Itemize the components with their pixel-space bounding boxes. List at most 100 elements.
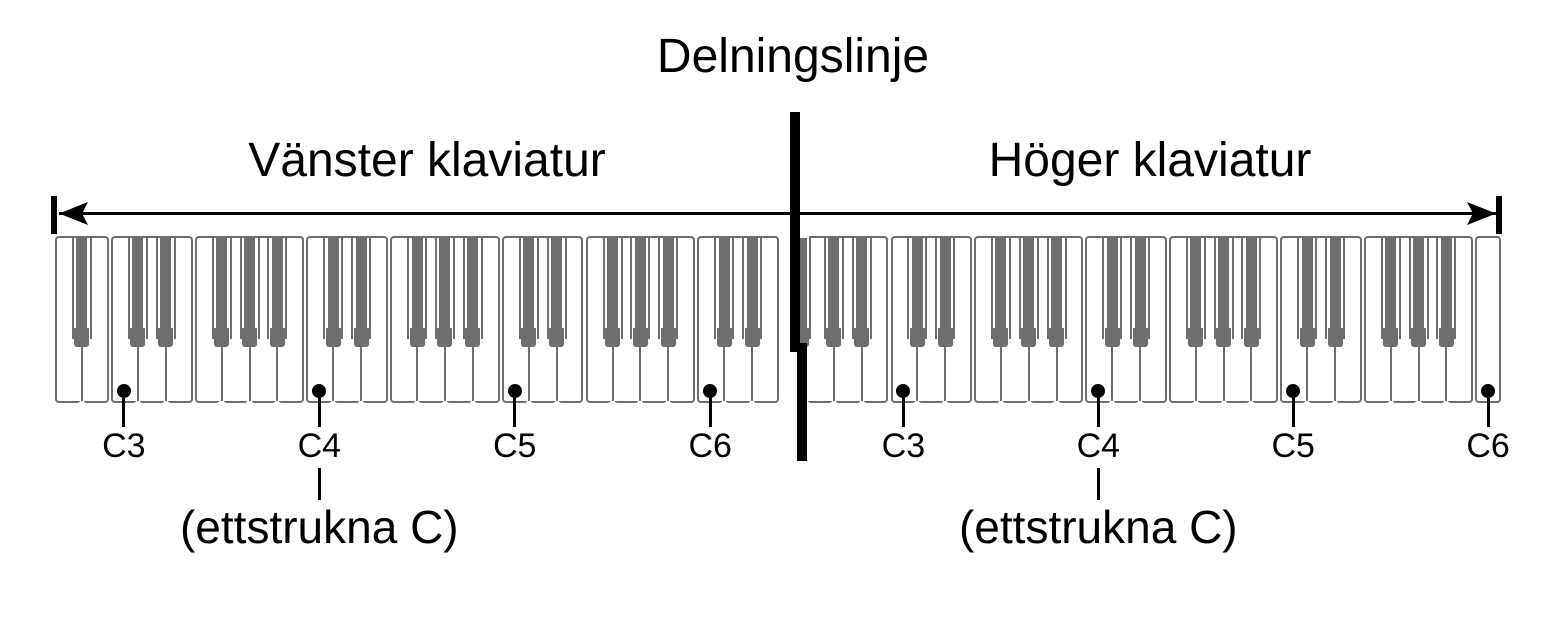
black-key-top-cap	[1325, 236, 1345, 238]
black-key-left-wall	[127, 236, 130, 339]
black-key-foot	[1216, 328, 1232, 347]
black-key-left-wall	[742, 236, 745, 339]
arrow-right-endbar	[1496, 196, 1502, 234]
black-key-after-G2	[823, 236, 844, 401]
octave-label-C6: C6	[1466, 427, 1510, 465]
black-key-foot	[799, 328, 809, 347]
black-key-after-F3	[990, 236, 1011, 401]
black-key-tail-line	[611, 347, 614, 401]
black-key-top-cap	[658, 236, 679, 238]
black-key-tail-line	[1055, 347, 1058, 401]
black-key-foot	[74, 328, 90, 347]
black-key-foot	[1132, 328, 1148, 347]
black-key-top-cap	[1213, 236, 1234, 238]
black-key-tail-line	[1111, 347, 1114, 401]
black-key-stem	[828, 238, 840, 332]
black-key-right-wall	[369, 236, 372, 339]
octave-label-C4: C4	[1076, 427, 1121, 465]
black-key-tail-line	[1306, 347, 1309, 401]
black-key-stem	[939, 238, 951, 332]
black-key-foot	[269, 328, 285, 347]
black-key-tail-line	[1194, 347, 1197, 401]
black-key-tail-line	[443, 347, 446, 401]
black-key-left-wall	[851, 236, 854, 339]
black-key-right-wall	[648, 236, 651, 339]
black-key-tail-line	[136, 347, 139, 401]
octave-label-C5: C5	[492, 427, 537, 465]
black-key-top-cap	[1185, 236, 1206, 238]
black-key-top-cap	[1241, 236, 1262, 238]
black-key-stem	[634, 238, 646, 332]
black-key-right-wall	[676, 236, 679, 339]
black-key-stem	[439, 238, 451, 332]
black-key-stem	[1218, 238, 1230, 332]
black-key-top-cap	[1102, 236, 1123, 238]
division-line	[797, 343, 807, 461]
black-key-after-A5	[658, 236, 679, 401]
black-key-foot	[465, 328, 481, 347]
octave-label-C5: C5	[1271, 427, 1315, 465]
black-key-after-G5	[1408, 236, 1429, 401]
black-key-foot	[1383, 328, 1399, 347]
black-key-top-cap	[155, 236, 176, 238]
black-key-left-wall	[1436, 236, 1439, 339]
right-keyboard-label: Höger klaviatur	[988, 134, 1312, 187]
black-key-tail-line	[723, 347, 726, 401]
black-key-top-cap	[907, 236, 928, 238]
black-key-foot	[1411, 328, 1426, 347]
black-key-left-wall	[518, 236, 521, 339]
black-key-after-D6	[742, 236, 763, 401]
black-key-tail-line	[1027, 347, 1030, 401]
black-key-right-wall	[809, 236, 811, 339]
callout-line	[317, 468, 321, 500]
callout-label: (ettstrukna C)	[958, 501, 1238, 553]
white-key-C6	[1475, 236, 1501, 403]
black-key-foot	[1021, 328, 1037, 347]
black-key-stem	[1023, 238, 1035, 332]
black-key-top-cap	[630, 236, 651, 238]
black-key-stem	[132, 238, 144, 332]
black-key-tail-line	[555, 347, 558, 401]
black-key-foot	[1327, 328, 1343, 347]
black-key-foot	[826, 328, 842, 347]
black-key-tail-line	[248, 347, 251, 401]
black-key-stem	[662, 238, 674, 332]
black-key-after-A3	[1046, 236, 1067, 401]
black-key-tail-line	[80, 347, 83, 401]
black-key-after-C4	[1102, 236, 1123, 401]
black-key-tail-line	[1445, 347, 1448, 401]
black-key-right-wall	[564, 236, 567, 339]
black-key-tail-line	[860, 347, 863, 401]
black-key-left-wall	[267, 236, 270, 339]
black-key-foot	[632, 328, 648, 347]
black-key-top-cap	[1408, 236, 1429, 238]
black-key-foot	[854, 328, 870, 347]
black-key-foot	[158, 328, 174, 347]
black-key-top-cap	[935, 236, 956, 238]
black-key-stem	[1329, 238, 1341, 332]
black-key-after-A4	[1241, 236, 1262, 401]
black-key-left-wall	[1018, 236, 1021, 339]
black-key-top-cap	[267, 236, 288, 238]
black-key-left-wall	[1185, 236, 1188, 339]
black-key-top-cap	[1018, 236, 1039, 238]
right-keyboard-keys	[799, 236, 1502, 403]
black-key-after-G3	[239, 236, 260, 401]
black-key-top-cap	[71, 236, 92, 238]
black-key-right-wall	[1203, 236, 1206, 339]
callout-label: (ettstrukna C)	[179, 501, 459, 553]
black-key-stem	[160, 238, 172, 332]
black-key-left-wall	[602, 236, 605, 339]
black-key-stem	[995, 238, 1007, 332]
black-key-after-G3	[1018, 236, 1039, 401]
black-key-after-A5	[1436, 236, 1457, 401]
black-key-right-wall	[1454, 236, 1457, 339]
black-key-top-cap	[323, 236, 344, 238]
black-key-stem	[1134, 238, 1146, 332]
black-key-top-cap	[211, 236, 232, 238]
black-key-right-wall	[1120, 236, 1123, 339]
black-key-tail-line	[751, 347, 754, 401]
black-key-foot	[1243, 328, 1259, 347]
black-key-tail-line	[1222, 347, 1225, 401]
black-key-top-cap	[1130, 236, 1151, 238]
